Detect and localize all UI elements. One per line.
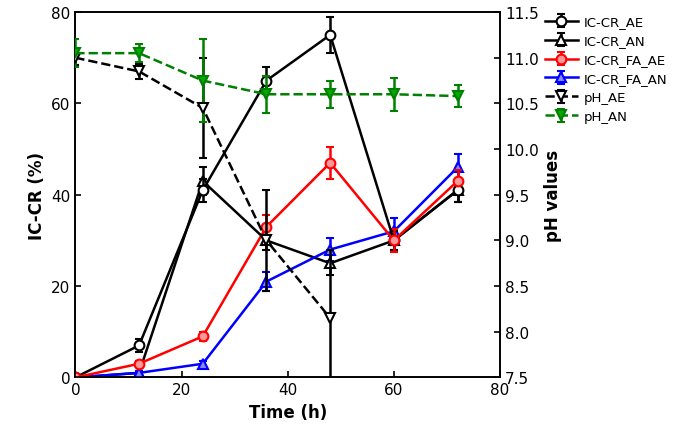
X-axis label: Time (h): Time (h)	[249, 403, 327, 421]
Y-axis label: IC-CR (%): IC-CR (%)	[27, 151, 46, 239]
Legend: IC-CR_AE, IC-CR_AN, IC-CR_FA_AE, IC-CR_FA_AN, pH_AE, pH_AN: IC-CR_AE, IC-CR_AN, IC-CR_FA_AE, IC-CR_F…	[540, 12, 672, 128]
Y-axis label: pH values: pH values	[544, 149, 562, 241]
